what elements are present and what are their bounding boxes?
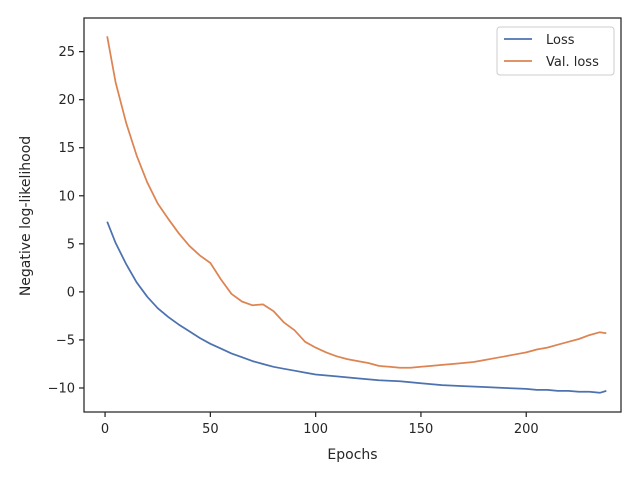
y-tick-label: 25 bbox=[58, 45, 75, 60]
y-tick-label: 0 bbox=[67, 285, 75, 300]
legend-label-loss: Loss bbox=[546, 33, 575, 48]
y-tick-label: 5 bbox=[67, 237, 75, 252]
y-tick-label: −5 bbox=[56, 333, 75, 348]
y-tick-label: 15 bbox=[58, 141, 75, 156]
y-axis-label: Negative log-likelihood bbox=[18, 136, 34, 296]
axis-ticks: 0 50 100 150 200 −10 −5 0 5 10 15 20 25 bbox=[48, 45, 539, 437]
series-lines bbox=[106, 36, 607, 394]
series-line-val-loss bbox=[106, 36, 607, 369]
y-tick-label: −10 bbox=[48, 381, 75, 396]
x-tick-label: 50 bbox=[202, 422, 219, 437]
y-tick-label: 20 bbox=[58, 93, 75, 108]
x-axis-label: Epochs bbox=[327, 447, 377, 463]
x-tick-label: 0 bbox=[101, 422, 109, 437]
y-tick-label: 10 bbox=[58, 189, 75, 204]
x-tick-label: 200 bbox=[514, 422, 539, 437]
x-tick-label: 150 bbox=[409, 422, 434, 437]
legend-label-val-loss: Val. loss bbox=[546, 55, 599, 70]
x-tick-label: 100 bbox=[303, 422, 328, 437]
series-line-loss bbox=[106, 221, 607, 394]
legend: Loss Val. loss bbox=[496, 26, 615, 76]
plot-frame bbox=[83, 17, 622, 413]
